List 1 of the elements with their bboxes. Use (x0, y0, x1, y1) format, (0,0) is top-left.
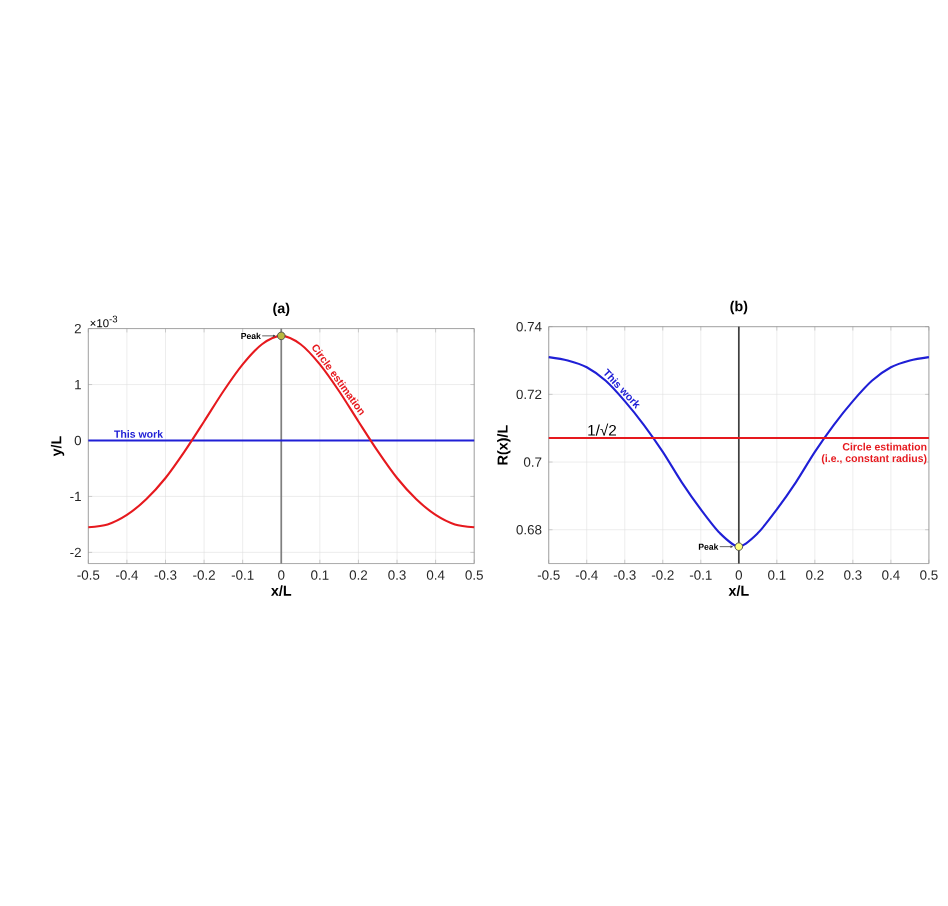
line-series (547, 356, 930, 548)
